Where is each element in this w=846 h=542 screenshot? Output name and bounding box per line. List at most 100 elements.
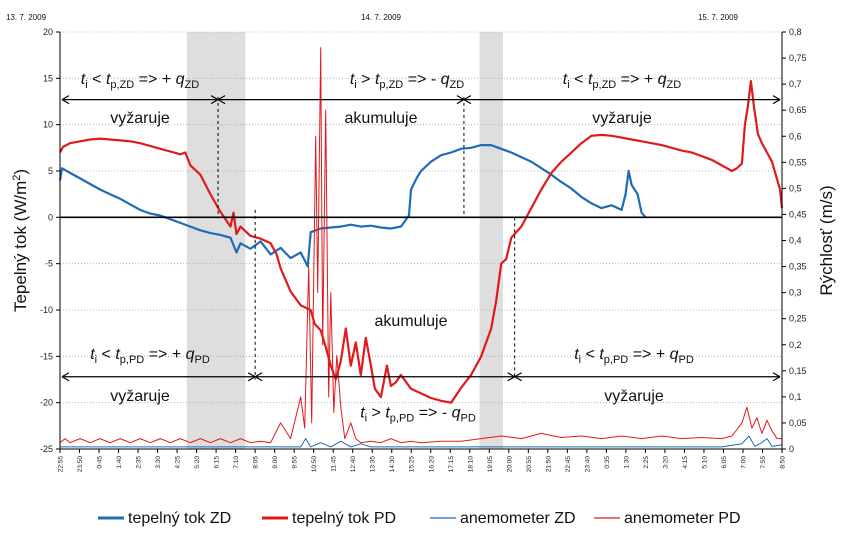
- x-tick-label: 3:30: [155, 456, 162, 469]
- arrow-head: [456, 95, 465, 105]
- x-tick-label: 7:10: [233, 456, 240, 469]
- x-tick-label: 14:30: [389, 456, 396, 473]
- y2-tick-label: 0: [789, 444, 794, 454]
- date-label: 13. 7. 2009: [6, 13, 47, 22]
- x-tick-label: 19:05: [487, 456, 494, 473]
- y2-tick-label: 0,05: [789, 418, 807, 428]
- series-line: [58, 144, 647, 268]
- x-tick-label: 23:40: [584, 456, 591, 473]
- arrow-head: [514, 372, 522, 382]
- legend-label: tepelný tok PD: [292, 510, 396, 527]
- label-vyzaruje: vyžaruje: [110, 110, 170, 127]
- arrow-head: [210, 95, 219, 105]
- x-tick-label: 6:05: [721, 456, 728, 469]
- x-tick-label: 5:10: [701, 456, 708, 469]
- y2-tick-label: 0,55: [789, 157, 807, 167]
- date-label: 15. 7. 2009: [698, 13, 739, 22]
- label-vyzaruje: vyžaruje: [110, 388, 170, 405]
- y2-tick-label: 0,2: [789, 340, 802, 350]
- x-tick-label: 20:55: [526, 456, 533, 473]
- annotation-zd-middle: ti > tp,ZD => - qZD: [350, 71, 464, 91]
- x-tick-label: 8:50: [780, 456, 787, 469]
- x-tick-label: 2:35: [136, 456, 143, 469]
- annotation-zd-left: ti < tp,ZD => + qZD: [81, 71, 199, 91]
- legend-label: anemometer ZD: [460, 510, 576, 527]
- y-tick-label: -25: [40, 444, 53, 454]
- series-line: [60, 435, 783, 448]
- x-tick-label: 12:40: [350, 456, 357, 473]
- annotation-zd-right: ti < tp,ZD => + qZD: [563, 71, 681, 91]
- arrow-head: [772, 372, 781, 382]
- arrow-head: [61, 372, 70, 382]
- x-tick-label: 3:20: [662, 456, 669, 469]
- y2-tick-label: 0,7: [789, 79, 802, 89]
- x-tick-label: 8:05: [253, 456, 260, 469]
- arrow-head: [507, 372, 515, 382]
- y2-tick-label: 0,35: [789, 262, 807, 272]
- legend-label: tepelný tok ZD: [128, 510, 231, 527]
- label-vyzaruje: vyžaruje: [604, 388, 664, 405]
- shaded-band: [479, 32, 503, 449]
- label-vyzaruje: vyžaruje: [592, 110, 652, 127]
- series-line: [59, 47, 782, 444]
- y2-tick-label: 0,3: [789, 288, 802, 298]
- x-tick-label: 10:50: [311, 456, 318, 473]
- x-tick-label: 4:25: [175, 456, 182, 469]
- y-axis-label: Tepelný tok (W/m2): [11, 169, 30, 312]
- arrow-head: [247, 372, 256, 382]
- y2-tick-label: 0,65: [789, 105, 807, 115]
- x-tick-label: 7:00: [740, 456, 747, 469]
- y-tick-label: 10: [43, 120, 53, 130]
- y-tick-label: 0: [48, 212, 53, 222]
- x-tick-label: 22:55: [58, 456, 65, 473]
- date-label: 14. 7. 2009: [361, 13, 402, 22]
- shaded-band: [186, 32, 246, 449]
- series-line: [59, 80, 784, 404]
- legend-label: anemometer PD: [624, 510, 741, 527]
- y2-tick-label: 0,5: [789, 183, 802, 193]
- y2-tick-label: 0,1: [789, 392, 802, 402]
- x-tick-label: 5:20: [194, 456, 201, 469]
- label-akumuluje: akumuluje: [345, 110, 418, 127]
- y-tick-label: -15: [40, 351, 53, 361]
- annotation-pd-right: ti < tp,PD => + qPD: [574, 346, 694, 366]
- arrow-head: [463, 95, 472, 105]
- y2-axis-label: Rýchlosť (m/s): [817, 185, 836, 295]
- y-tick-label: -5: [45, 259, 53, 269]
- x-tick-label: 22:45: [565, 456, 572, 473]
- x-tick-label: 1:40: [116, 456, 123, 469]
- x-tick-label: 2:25: [643, 456, 650, 469]
- y2-tick-label: 0,15: [789, 366, 807, 376]
- x-tick-label: 21:50: [545, 456, 552, 473]
- x-tick-label: 20:00: [506, 456, 513, 473]
- x-tick-label: 0:45: [97, 456, 104, 469]
- annotation-pd-left: ti < tp,PD => + qPD: [90, 346, 210, 366]
- x-tick-label: 13:35: [370, 456, 377, 473]
- x-tick-label: 6:15: [214, 456, 221, 469]
- y2-tick-label: 0,4: [789, 236, 802, 246]
- x-tick-label: 9:00: [272, 456, 279, 469]
- x-tick-label: 11:45: [331, 456, 338, 472]
- y2-tick-label: 0,6: [789, 131, 802, 141]
- x-tick-label: 4:15: [682, 456, 689, 469]
- x-tick-label: 17:15: [448, 456, 455, 473]
- x-tick-label: 18:10: [467, 456, 474, 473]
- x-tick-label: 23:50: [77, 456, 84, 473]
- y2-tick-label: 0,75: [789, 53, 807, 63]
- y2-tick-label: 0,25: [789, 314, 807, 324]
- x-tick-label: 9:55: [292, 456, 299, 469]
- arrow-head: [254, 372, 263, 382]
- y2-tick-label: 0,8: [789, 27, 802, 37]
- arrow-head: [772, 95, 781, 105]
- x-tick-label: 7:55: [760, 456, 767, 469]
- y-tick-label: -10: [40, 305, 53, 315]
- x-tick-label: 16:20: [428, 456, 435, 473]
- y-tick-label: 15: [43, 73, 53, 83]
- label-akumuluje: akumuluje: [375, 313, 448, 330]
- y-tick-label: -20: [40, 398, 53, 408]
- y-tick-label: 20: [43, 27, 53, 37]
- y2-tick-label: 0,45: [789, 209, 807, 219]
- annotation-pd-middle: ti > tp,PD => - qPD: [360, 404, 476, 424]
- x-tick-label: 0:35: [604, 456, 611, 469]
